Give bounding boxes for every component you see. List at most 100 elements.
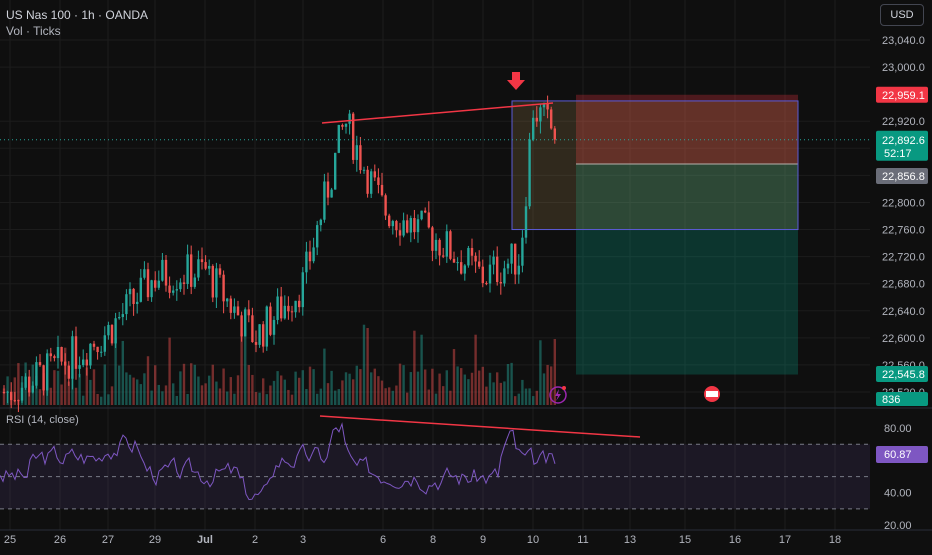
- short-position-box[interactable]: [511, 94, 799, 375]
- volume-bar: [157, 384, 160, 405]
- volume-bar: [82, 395, 85, 405]
- volume-bar: [546, 364, 549, 405]
- volume-bar: [218, 388, 222, 405]
- volume-bar: [431, 368, 434, 405]
- volume-bar: [539, 340, 542, 405]
- candle-body: [467, 247, 470, 266]
- volume-bar: [452, 349, 456, 405]
- volume-bar: [139, 384, 142, 405]
- stop-price-tag-bg: [876, 86, 928, 103]
- trendlines[interactable]: [0, 102, 870, 438]
- candle-body: [294, 300, 297, 313]
- volume-bar: [424, 369, 427, 405]
- volume-bar: [370, 372, 373, 405]
- time-tick-label: 2: [252, 534, 258, 546]
- candle-body: [409, 217, 412, 233]
- rsi-tick-label: 40.00: [884, 488, 912, 500]
- candle-body: [521, 237, 524, 266]
- volume-bar: [258, 392, 261, 405]
- volume-bar: [373, 368, 376, 405]
- time-tick-label: 17: [779, 534, 791, 546]
- volume-bar: [143, 373, 146, 405]
- volume-bar: [301, 370, 304, 405]
- current-price-tag: 22,892.6: [882, 135, 925, 147]
- volume-bar: [341, 380, 344, 405]
- candle-body: [474, 255, 477, 262]
- candle-body: [114, 318, 117, 344]
- volume-bar: [64, 347, 67, 405]
- volume-bar: [359, 369, 362, 405]
- volume-bar: [550, 366, 553, 405]
- candle-body: [323, 181, 326, 220]
- target-zone: [576, 164, 798, 375]
- lightning-icon: [549, 386, 567, 404]
- volume-bar: [402, 365, 405, 405]
- volume-bar: [78, 373, 81, 405]
- price-tick-label: 22,680.0: [882, 279, 925, 291]
- volume-label[interactable]: Vol · Ticks: [6, 24, 61, 38]
- volume-bar: [208, 375, 211, 405]
- symbol-title[interactable]: US Nas 100 · 1h · OANDA: [6, 8, 149, 22]
- volume-bar: [352, 379, 355, 405]
- candle-body: [35, 362, 38, 386]
- grid: [0, 0, 932, 531]
- volume-bar: [60, 384, 63, 405]
- volume-bar: [179, 371, 182, 405]
- candle-body: [222, 274, 225, 302]
- countdown-tag: 52:17: [884, 148, 912, 160]
- candle-body: [319, 219, 322, 226]
- volume-tag-bg: [876, 392, 928, 406]
- price-tick-label: 23,000.0: [882, 62, 925, 74]
- time-tick-label: 15: [679, 534, 691, 546]
- volume-bar: [254, 391, 258, 405]
- volume-bar: [175, 395, 178, 405]
- candle-body: [2, 392, 6, 393]
- volume-bar: [182, 363, 186, 405]
- volume-bar: [298, 377, 301, 405]
- volume-bar: [154, 365, 157, 405]
- volume-bar: [434, 393, 438, 405]
- volume-bar: [236, 375, 240, 405]
- stop-zone: [576, 94, 798, 165]
- volume-bar: [13, 377, 16, 405]
- volume-bar: [110, 386, 114, 405]
- price-tick-label: 23,040.0: [882, 35, 925, 47]
- entry-price-tag-bg: [876, 168, 928, 185]
- volume-bar: [323, 348, 326, 405]
- volume-bar: [193, 364, 196, 405]
- candle-body: [434, 239, 438, 251]
- time-tick-label: 26: [54, 534, 66, 546]
- currency-button[interactable]: USD: [880, 4, 924, 26]
- volume-bar: [362, 324, 366, 405]
- candle-body: [24, 376, 27, 388]
- volume-bar: [290, 394, 294, 405]
- volume-bar: [229, 377, 232, 405]
- candle-body: [553, 128, 556, 140]
- volume-bar: [233, 393, 236, 405]
- volume-bar: [485, 386, 488, 405]
- candle-body: [272, 319, 276, 335]
- time-tick-label: 13: [624, 534, 636, 546]
- volume-bar: [337, 389, 340, 405]
- volume-bar: [89, 379, 92, 405]
- volume-bar: [312, 369, 315, 405]
- volume-bar: [517, 393, 520, 405]
- volume-bar: [215, 381, 218, 405]
- candle-body: [254, 342, 258, 345]
- volume-bar: [74, 387, 78, 405]
- candle-body: [427, 212, 430, 228]
- candle-body: [215, 268, 218, 298]
- volume-bar: [280, 375, 283, 405]
- candle-body: [31, 385, 34, 393]
- volume-bar: [28, 391, 31, 405]
- rsi-title[interactable]: RSI (14, close): [6, 414, 79, 426]
- volume-bar: [276, 371, 279, 405]
- candle-body: [168, 285, 171, 293]
- candle-body: [17, 400, 20, 402]
- candle-body: [352, 113, 355, 160]
- markers: [507, 72, 720, 404]
- candle-body: [164, 259, 168, 286]
- volume-bar: [190, 363, 193, 405]
